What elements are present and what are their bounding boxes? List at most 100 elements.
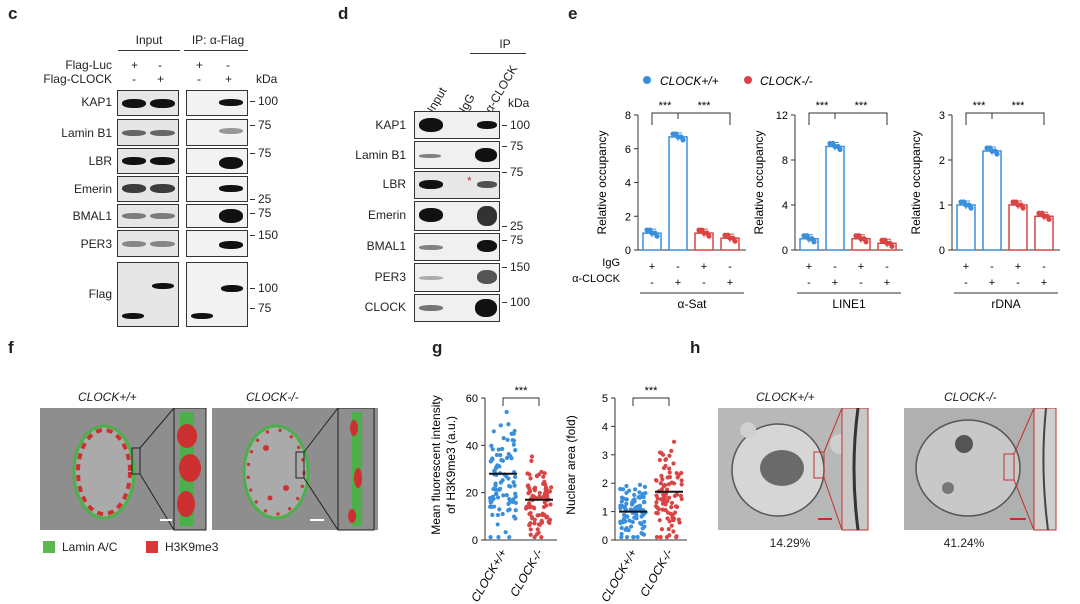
g-point [491, 496, 496, 501]
c-blot-label: KAP1 [81, 95, 112, 109]
g-category: CLOCK+/+ [598, 547, 639, 603]
e-ytick-label: 1 [939, 200, 945, 212]
e-sign-igg: + [701, 261, 707, 273]
g-point [539, 535, 544, 540]
e-sig: *** [816, 100, 830, 112]
e-sign-anti: + [727, 277, 733, 289]
panel-label-d: d [338, 4, 349, 23]
g-point [626, 528, 631, 533]
c-blot-label: Lamin B1 [61, 126, 112, 140]
e-sig-bracket [677, 112, 731, 125]
g-point [513, 508, 518, 513]
g-point [542, 471, 547, 476]
g-ytick-label: 0 [472, 535, 478, 547]
g-point [637, 482, 643, 487]
g-point [498, 480, 503, 485]
d-kda: kDa [508, 96, 530, 110]
g-point [625, 514, 630, 519]
g-point [511, 480, 516, 485]
d-blot-label: KAP1 [375, 118, 406, 132]
c-marker: 75 [258, 146, 272, 160]
e-sign-igg: - [833, 261, 837, 273]
g-point [541, 474, 546, 479]
g-point [500, 446, 505, 452]
g-point [667, 453, 672, 458]
d-ip-header: IP [499, 37, 511, 51]
g-point [505, 437, 510, 443]
g-point [524, 505, 529, 510]
g-point [512, 474, 518, 480]
c-marker: 25 [258, 192, 272, 206]
d-blot-per3 [414, 263, 500, 292]
g-point [679, 496, 684, 502]
f-legend-swatch-h3k9 [146, 541, 158, 553]
g-point [618, 486, 623, 492]
e-ytick-label: 0 [782, 245, 788, 257]
e-ylabel: Relative occupancy [909, 130, 923, 234]
g-point [527, 472, 532, 477]
c-sign: + [225, 72, 233, 86]
g-point [528, 476, 533, 481]
g-point [619, 531, 624, 537]
e-sign-igg: + [963, 261, 969, 273]
g-point [540, 520, 545, 525]
e-ytick-label: 2 [939, 155, 945, 167]
g-point [532, 517, 537, 522]
g-point [507, 535, 512, 540]
e-sign-anti: - [964, 277, 968, 289]
e-sig: *** [1012, 100, 1026, 112]
d-blot-kap1 [414, 111, 500, 139]
g-point [507, 507, 512, 512]
e-ytick-label: 0 [625, 245, 631, 257]
g-point [622, 512, 627, 518]
e-sign-igg: + [806, 261, 812, 273]
g-point [674, 535, 679, 540]
e-legend-dot-wt [643, 76, 651, 84]
g-point [643, 491, 648, 496]
g-point [492, 468, 497, 473]
g-point [669, 500, 675, 506]
g-point [529, 454, 535, 459]
g-point [504, 493, 509, 498]
g-point [658, 481, 663, 486]
c-marker: 75 [258, 118, 272, 132]
g-ytick-label: 2 [602, 478, 608, 490]
e-legend-wt: CLOCK+/+ [660, 74, 719, 88]
g-point [513, 448, 518, 453]
g-category: CLOCK-/- [507, 546, 545, 599]
g-point [661, 483, 666, 488]
g-point [664, 487, 670, 492]
e-sign-anti: + [884, 277, 890, 289]
e-point [856, 233, 862, 239]
f-left-title: CLOCK+/+ [78, 390, 137, 404]
c-sign: + [196, 58, 204, 72]
g-point [545, 490, 550, 495]
g-ylabel-3: Nuclear area (fold) [564, 415, 578, 514]
g-point [501, 493, 506, 498]
g-point [654, 500, 659, 505]
g-point [631, 534, 636, 540]
g-point [636, 495, 641, 500]
e-point [1013, 199, 1019, 205]
c-blot-input-flag [117, 262, 179, 327]
e-point [830, 140, 836, 147]
g-point [621, 496, 627, 501]
e-point [1018, 202, 1024, 208]
g-point [547, 517, 553, 522]
g-point [491, 486, 496, 492]
g-point [535, 527, 540, 532]
c-ip-underline [184, 50, 248, 51]
g-point [528, 527, 533, 532]
g-point [631, 498, 636, 503]
d-blot-bmal1 [414, 233, 500, 261]
c-blot-label: LBR [88, 154, 112, 168]
e-sig: *** [973, 100, 987, 112]
g-point [655, 511, 660, 516]
d-blot-clock [414, 294, 500, 322]
e-point [673, 131, 679, 137]
g-point [663, 491, 669, 496]
g-point [618, 506, 623, 511]
c-sign: - [226, 58, 230, 72]
e-sign-anti: + [675, 277, 681, 289]
g-point [511, 431, 516, 436]
